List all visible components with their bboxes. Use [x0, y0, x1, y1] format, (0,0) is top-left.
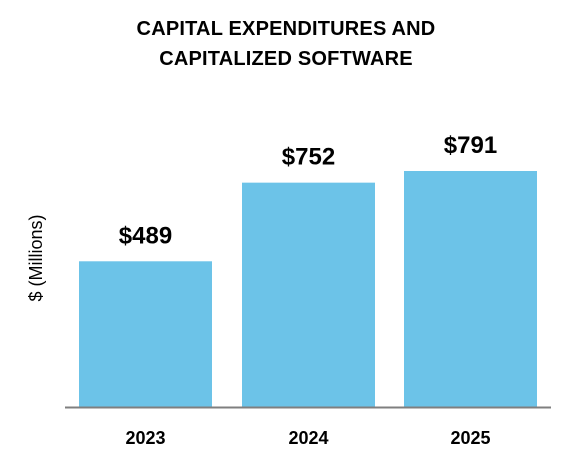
chart-title-line-2: CAPITALIZED SOFTWARE — [159, 48, 413, 70]
chart-title-line-1: CAPITAL EXPENDITURES AND — [136, 18, 436, 40]
bar-2024 — [242, 182, 375, 408]
y-axis-label: $ (Millions) — [26, 214, 46, 301]
bar-2023 — [79, 261, 212, 408]
x-tick-label-2023: 2023 — [125, 428, 165, 448]
data-label-2025: $791 — [444, 132, 497, 159]
x-tick-label-2025: 2025 — [450, 428, 490, 448]
data-label-2024: $752 — [282, 144, 335, 171]
x-tick-label-2024: 2024 — [288, 428, 328, 448]
bar-2025 — [404, 171, 537, 408]
data-label-2023: $489 — [119, 222, 172, 249]
